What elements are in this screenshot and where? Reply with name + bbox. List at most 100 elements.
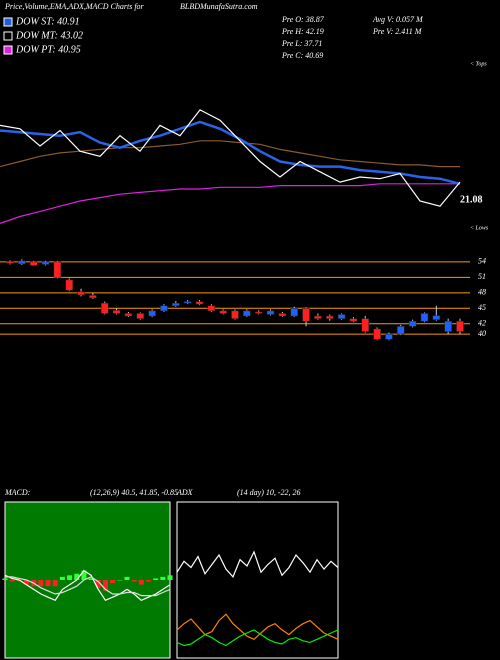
candle-body — [302, 308, 310, 322]
histogram-bar — [38, 580, 44, 587]
candle-body — [53, 261, 62, 278]
histogram-bar — [95, 580, 101, 588]
y-tick-label: 48 — [478, 288, 486, 297]
candle-body — [290, 308, 298, 317]
candle-body — [397, 326, 405, 335]
legend-swatch — [3, 45, 13, 55]
stat: Pre O: 38.87 — [281, 15, 325, 24]
legend-swatch — [3, 17, 13, 27]
histogram-bar — [138, 580, 144, 585]
line — [176, 550, 339, 579]
candle-body — [18, 260, 26, 265]
histogram-bar — [145, 580, 151, 582]
legend-label: DOW PT: 40.95 — [15, 44, 81, 55]
histogram-bar — [88, 578, 94, 580]
line — [0, 120, 461, 186]
candle-body — [148, 310, 156, 317]
line — [176, 629, 339, 647]
histogram-bar — [160, 576, 166, 580]
last-value: 21.08 — [460, 194, 483, 205]
histogram-bar — [167, 575, 173, 580]
line — [0, 183, 460, 224]
candle-body — [314, 315, 322, 319]
candle-body — [112, 310, 121, 314]
candle-body — [408, 320, 417, 327]
histogram-bar — [45, 580, 51, 587]
candle-body — [337, 314, 346, 319]
candle-body — [349, 318, 358, 322]
panel-subtitle: (12,26,9) 40.5, 41.85, -0.85 — [90, 488, 178, 497]
line — [0, 140, 460, 168]
header-symbol: BLBD — [180, 2, 200, 11]
top-label: < Tops — [470, 61, 487, 67]
histogram-bar — [16, 580, 22, 582]
candle-body — [41, 261, 50, 265]
histogram-bar — [24, 580, 30, 585]
panel-title: MACD: — [4, 488, 31, 497]
histogram-bar — [52, 580, 58, 587]
line — [4, 569, 171, 602]
stat: Avg V: 0.057 M — [372, 15, 424, 24]
histogram-bar — [153, 578, 159, 580]
candle-body — [195, 301, 204, 305]
y-tick-label: 42 — [478, 319, 486, 328]
candle-body — [172, 302, 180, 306]
y-tick-label: 54 — [478, 257, 486, 266]
histogram-bar — [81, 570, 87, 580]
line — [176, 613, 339, 641]
candle-body — [183, 301, 192, 304]
candle-body — [65, 279, 73, 291]
candle-body — [266, 310, 275, 315]
candle-body — [420, 313, 429, 322]
candle-body — [6, 261, 14, 264]
histogram-bar — [117, 580, 123, 581]
candle-body — [361, 318, 370, 332]
candle-body — [243, 310, 251, 317]
candle-body — [207, 305, 216, 312]
stat: Pre V: 2.411 M — [372, 27, 423, 36]
panel-bg — [4, 501, 171, 659]
line — [5, 576, 171, 597]
histogram-bar — [124, 576, 130, 580]
candle-body — [254, 311, 263, 314]
histogram-bar — [74, 573, 80, 580]
candle-body — [100, 302, 109, 314]
candle-body — [160, 305, 168, 312]
candle-body — [89, 295, 97, 299]
candle-body — [278, 313, 287, 317]
candle-body — [432, 315, 441, 320]
stat: Pre L: 37.71 — [281, 39, 322, 48]
y-tick-label: 51 — [478, 272, 486, 281]
header-title: Price,Volume,EMA,ADX,MACD Charts for — [4, 2, 145, 11]
candle-body — [385, 333, 393, 340]
candle-body — [444, 320, 452, 332]
candle-body — [77, 291, 85, 296]
histogram-bar — [102, 580, 108, 591]
legend-label: DOW ST: 40.91 — [15, 16, 80, 27]
candle-body — [29, 261, 38, 266]
stat: Pre C: 40.69 — [281, 51, 323, 60]
histogram-bar — [59, 576, 65, 580]
bottom-label: < Lows — [470, 225, 489, 231]
panel-subtitle: (14 day) 10, -22, 26 — [237, 488, 301, 497]
candle-body — [325, 315, 334, 319]
histogram-bar — [9, 580, 15, 582]
candle-body — [456, 320, 464, 332]
panel-bg — [176, 501, 339, 659]
histogram-bar — [110, 580, 116, 584]
histogram-bar — [2, 578, 8, 580]
candle-body — [124, 313, 133, 317]
y-tick-label: 45 — [478, 303, 486, 312]
y-tick-label: 40 — [478, 329, 486, 338]
candle-body — [219, 310, 227, 314]
candle-body — [231, 310, 239, 319]
legend-swatch — [3, 31, 13, 41]
stat: Pre H: 42.19 — [281, 27, 324, 36]
legend-label: DOW MT: 43.02 — [15, 30, 83, 41]
header-site: MunafaSutra.com — [199, 2, 258, 11]
candle-body — [373, 328, 381, 340]
candle-body — [136, 313, 145, 319]
line — [0, 109, 461, 207]
